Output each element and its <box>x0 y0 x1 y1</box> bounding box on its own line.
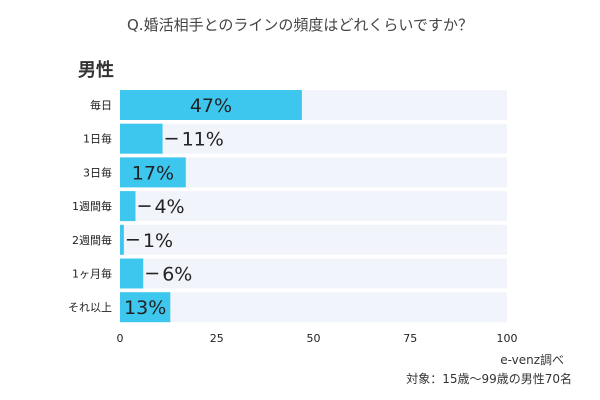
x-tick-label: 50 <box>307 332 321 345</box>
x-tick-label: 100 <box>497 332 518 345</box>
chart-title: Q.婚活相手とのラインの頻度はどれくらいですか？ <box>127 16 473 34</box>
subject-note: 対象：15歳〜99歳の男性70名 <box>406 372 572 386</box>
value-label: 11% <box>182 129 224 151</box>
value-label: 1% <box>143 230 173 252</box>
category-label: 1週間毎 <box>72 200 112 213</box>
x-tick-label: 75 <box>403 332 417 345</box>
bar-track <box>120 191 507 222</box>
value-label: 17% <box>132 162 174 184</box>
category-label: 2週間毎 <box>72 234 112 247</box>
bar-track <box>120 292 507 323</box>
value-label: 13% <box>124 297 166 319</box>
value-label: 4% <box>154 196 184 218</box>
gender-label: 男性 <box>78 60 114 81</box>
x-tick-label: 0 <box>117 332 124 345</box>
bar <box>120 258 144 289</box>
bar-track <box>120 224 507 255</box>
bar <box>120 157 186 188</box>
value-label: 6% <box>162 264 192 286</box>
bar <box>120 90 302 120</box>
bar <box>120 224 124 255</box>
bar <box>120 292 171 323</box>
category-label: 3日毎 <box>83 166 112 179</box>
bar-track <box>120 123 507 154</box>
category-label: 毎日 <box>90 99 112 112</box>
bar <box>120 191 136 222</box>
category-label: 1ヶ月毎 <box>72 268 112 281</box>
category-label: 1日毎 <box>83 133 112 146</box>
bar-track <box>120 258 507 289</box>
x-tick-label: 25 <box>210 332 224 345</box>
bar <box>120 123 163 154</box>
value-label: 47% <box>190 95 232 117</box>
source-note: e-venz調べ <box>500 353 564 367</box>
category-label: それ以上 <box>68 301 112 314</box>
